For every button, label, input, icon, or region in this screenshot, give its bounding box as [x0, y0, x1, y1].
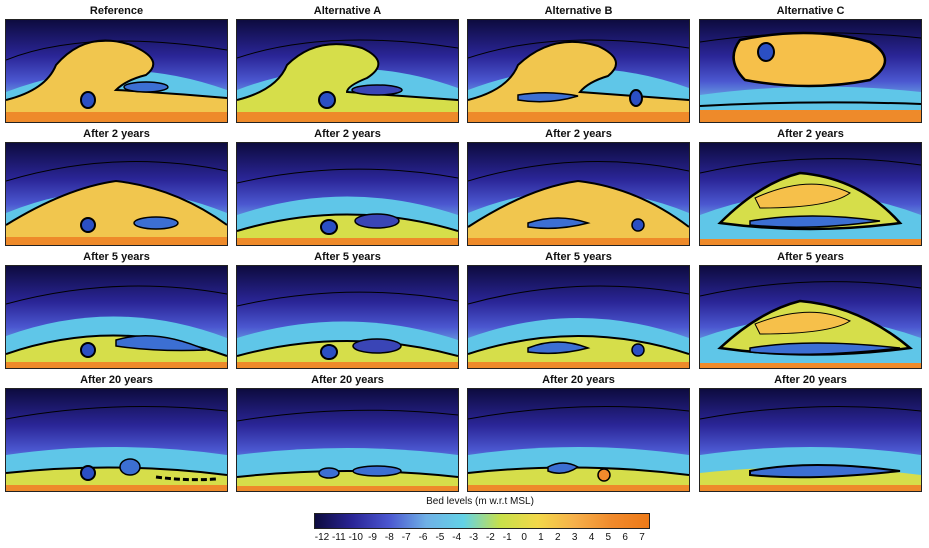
- colorbar-tick-label: 5: [605, 532, 612, 543]
- panel-title: Alternative A: [313, 5, 382, 17]
- colorbar-tick-label: -2: [485, 532, 495, 543]
- bed-level-map: [236, 265, 459, 369]
- panel-title: After 2 years: [545, 128, 612, 140]
- bed-level-map: [467, 19, 690, 123]
- colorbar-title: Bed levels (m w.r.t MSL): [426, 496, 534, 507]
- bed-level-map: [699, 142, 922, 246]
- bed-level-map: [5, 142, 228, 246]
- panel-title: After 2 years: [777, 128, 844, 140]
- bed-level-map: [699, 265, 922, 369]
- panel-reference-2y: After 2 years: [5, 127, 228, 247]
- panel-title: After 5 years: [314, 251, 381, 263]
- colorbar-gradient: [314, 513, 650, 529]
- colorbar-tick-label: -3: [469, 532, 479, 543]
- panel-alternative-c: Alternative C: [699, 4, 922, 124]
- panel-title: After 2 years: [314, 128, 381, 140]
- panel-title: After 5 years: [545, 251, 612, 263]
- colorbar-tick-label: -4: [452, 532, 462, 543]
- panel-title: After 20 years: [80, 374, 153, 386]
- panel-reference-5y: After 5 years: [5, 250, 228, 370]
- colorbar-tick-label: 7: [639, 532, 645, 543]
- colorbar-tick-label: -1: [502, 532, 512, 543]
- panel-title: After 5 years: [777, 251, 844, 263]
- panel-alternative-b: Alternative B: [467, 4, 690, 124]
- panel-title: After 20 years: [774, 374, 847, 386]
- bed-level-map: [236, 19, 459, 123]
- bed-level-map: [699, 19, 922, 123]
- panel-alternative-b-2y: After 2 years: [467, 127, 690, 247]
- panel-alternative-b-5y: After 5 years: [467, 250, 690, 370]
- panel-title: After 20 years: [311, 374, 384, 386]
- bed-level-map: [5, 388, 228, 492]
- panel-alternative-a: Alternative A: [236, 4, 459, 124]
- colorbar-tick-label: 2: [555, 532, 561, 543]
- colorbar-tick-label: -9: [368, 532, 377, 543]
- panel-reference-20y: After 20 years: [5, 373, 228, 493]
- panel-alternative-a-2y: After 2 years: [236, 127, 459, 247]
- bed-level-map: [236, 142, 459, 246]
- colorbar-tick-label: -8: [384, 532, 394, 543]
- colorbar-tick-label: 0: [521, 532, 527, 543]
- panel-title: After 5 years: [83, 251, 150, 263]
- panel-title: Reference: [89, 5, 144, 17]
- panel-title: After 20 years: [542, 374, 615, 386]
- panel-alternative-c-5y: After 5 years: [699, 250, 922, 370]
- panel-title: Alternative B: [544, 5, 613, 17]
- colorbar-tick-label: -5: [435, 532, 445, 543]
- colorbar: Bed levels (m w.r.t MSL) -12 -11 -10 -9 -8 -7…: [300, 496, 660, 546]
- panel-title: After 2 years: [83, 128, 150, 140]
- colorbar-tick-label: 6: [622, 532, 628, 543]
- colorbar-tick-label: 1: [538, 532, 544, 543]
- colorbar-tick-label: -7: [401, 532, 411, 543]
- bed-level-map: [699, 388, 922, 492]
- bed-level-map: [467, 388, 690, 492]
- panel-title: Alternative C: [776, 5, 845, 17]
- colorbar-tick-label: -10: [348, 532, 363, 543]
- panel-alternative-c-2y: After 2 years: [699, 127, 922, 247]
- colorbar-tick-label: -11: [331, 532, 346, 543]
- colorbar-tick-label: -6: [418, 532, 428, 543]
- panel-alternative-b-20y: After 20 years: [467, 373, 690, 493]
- colorbar-tick-label: 4: [588, 532, 595, 543]
- bed-level-map: [236, 388, 459, 492]
- panel-alternative-a-20y: After 20 years: [236, 373, 459, 493]
- colorbar-tick-label: -12: [314, 532, 330, 543]
- bed-level-map: [467, 142, 690, 246]
- colorbar-ticks: -12 -11 -10 -9 -8 -7 -6 -5 -4 -3 -2 -1 0 1 2 3 4 5 6 7: [314, 532, 650, 544]
- panel-alternative-c-20y: After 20 years: [699, 373, 922, 493]
- colorbar-tick-label: 3: [571, 532, 578, 543]
- bed-level-map: [5, 265, 228, 369]
- panel-reference: Reference: [5, 4, 228, 124]
- bed-level-map: [5, 19, 228, 123]
- bed-level-map: [467, 265, 690, 369]
- figure-grid: Reference Alternative A: [5, 4, 925, 492]
- panel-alternative-a-5y: After 5 years: [236, 250, 459, 370]
